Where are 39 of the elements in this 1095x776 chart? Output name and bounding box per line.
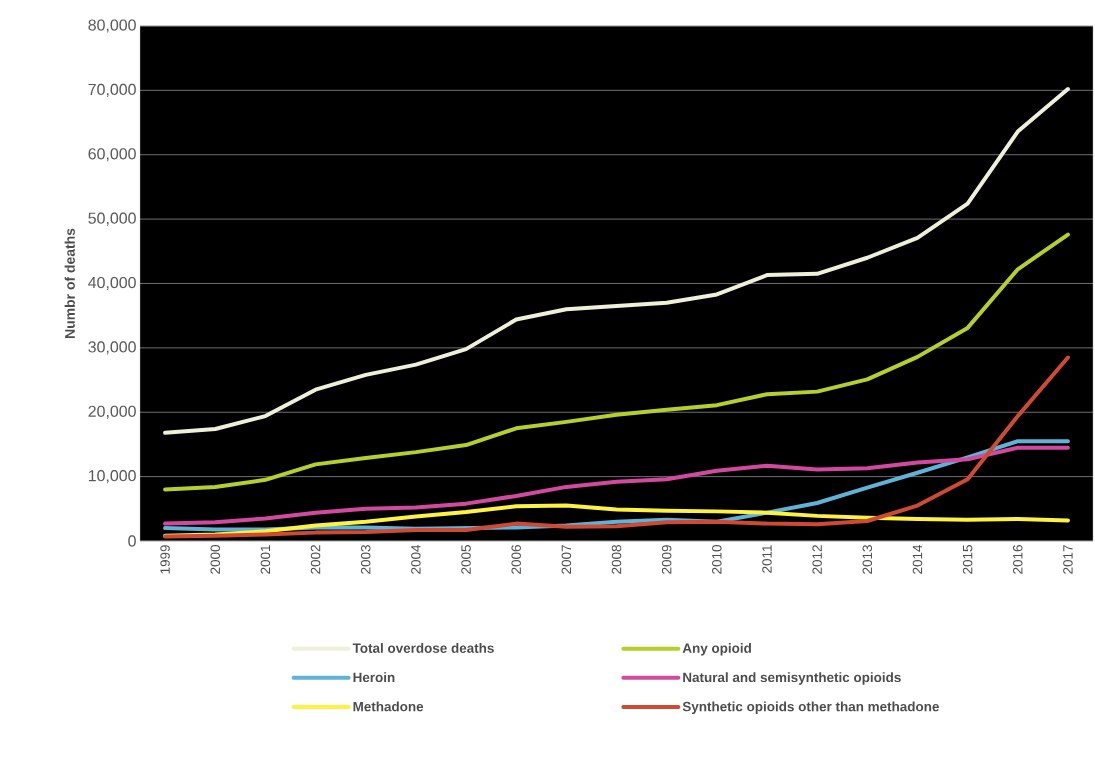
x-tick-label: 2014: [912, 544, 923, 574]
legend-label: Synthetic opioids other than methadone: [682, 701, 939, 715]
x-tick-label: 2006: [511, 545, 521, 574]
x-tick-label: 2003: [360, 545, 371, 574]
x-tick-label: 2013: [862, 545, 873, 574]
x-tick-label: 2011: [762, 545, 772, 573]
x-tick-label: 2004: [411, 544, 421, 574]
x-tick-label: 2012: [812, 545, 822, 574]
x-tick-label: 2007: [561, 545, 572, 574]
x-tick-label: 2002: [310, 545, 321, 574]
x-tick-label: 2010: [712, 545, 722, 574]
y-tick-label: 0: [128, 535, 136, 547]
x-tick-label: 2008: [611, 545, 622, 574]
legend-label: Any opioid: [682, 643, 751, 656]
x-tick-label: 1999: [160, 545, 170, 574]
x-tick-label: 2016: [1013, 545, 1023, 574]
line-series: [163, 355, 1070, 539]
x-tick-label: 2000: [210, 545, 220, 574]
legend-label: Natural and semisynthetic opioids: [683, 672, 901, 685]
x-tick-label: 2017: [1063, 545, 1073, 574]
x-tick-label: 2015: [962, 545, 973, 574]
legend-label: Total overdose deaths: [352, 643, 494, 653]
y-tick-label: 70,000: [88, 83, 136, 97]
y-tick-label: 10,000: [88, 470, 136, 484]
x-tick-label: 2009: [661, 545, 672, 574]
y-tick-label: 60,000: [88, 148, 136, 162]
y-tick-label: 80,000: [88, 19, 136, 33]
y-axis-title: Numbr of deaths: [64, 228, 75, 338]
line-series: [163, 87, 1070, 435]
x-tick-label: 2005: [461, 545, 471, 574]
y-tick-label: 40,000: [88, 276, 136, 291]
line-series: [163, 232, 1070, 492]
y-tick-label: 20,000: [88, 405, 136, 419]
legend-label: Heroin: [353, 672, 395, 683]
legend-label: Methadone: [353, 701, 424, 712]
line-series: [163, 503, 1070, 538]
x-tick-label: 2001: [260, 545, 271, 574]
y-tick-label: 50,000: [88, 212, 136, 226]
y-tick-label: 30,000: [88, 341, 136, 355]
